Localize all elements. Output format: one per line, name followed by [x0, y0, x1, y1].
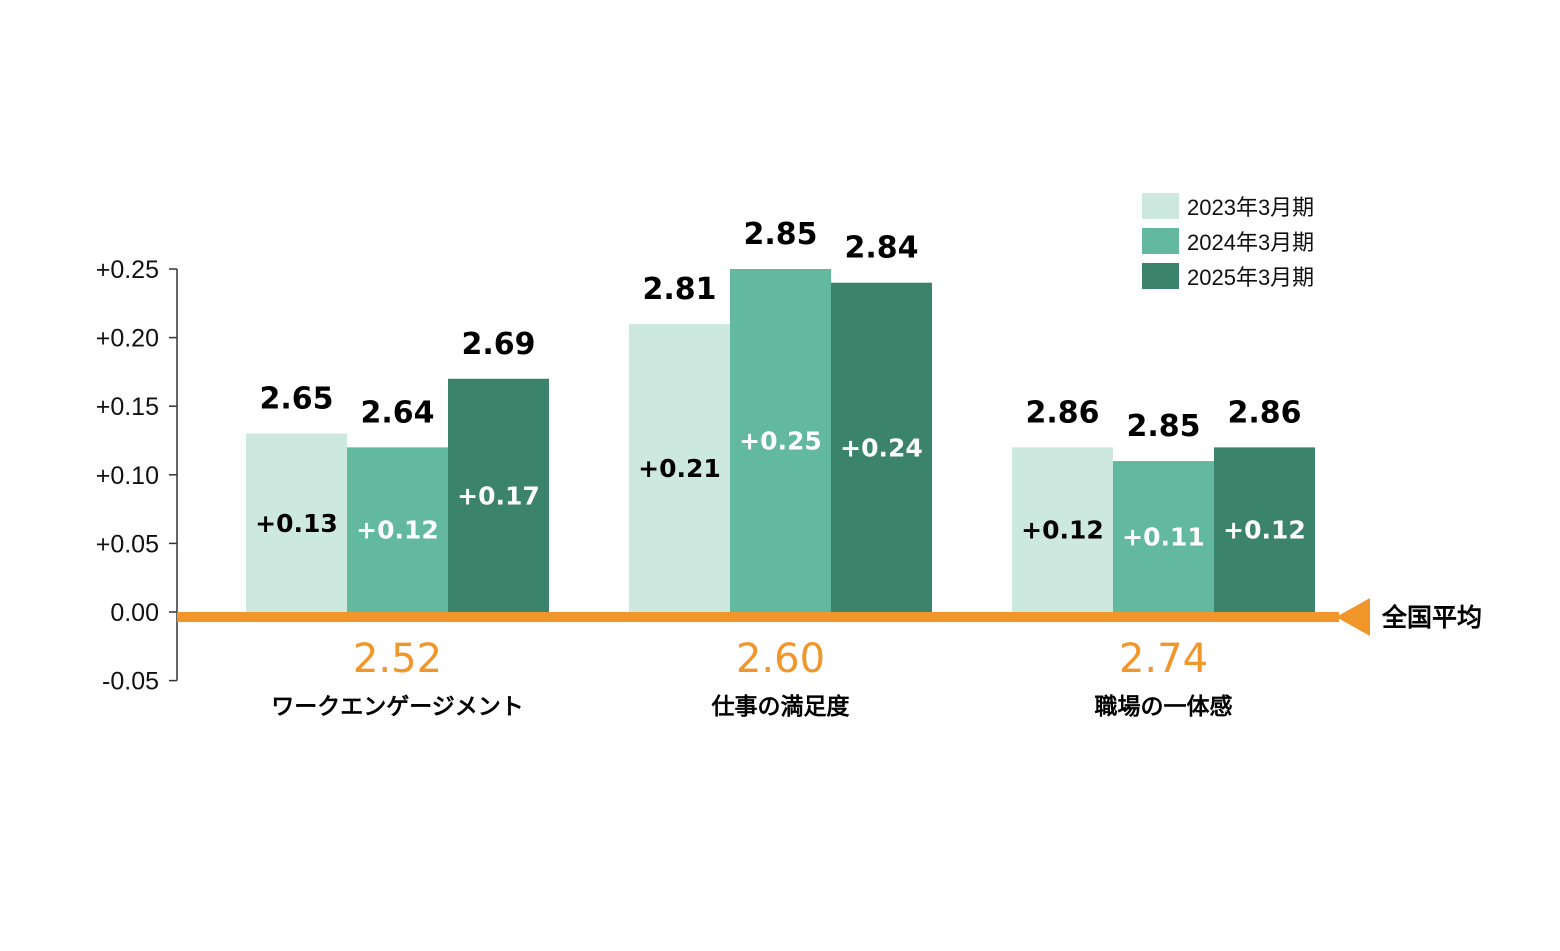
category-label: 職場の一体感 — [1095, 693, 1233, 720]
bar-score-label: 2.64 — [360, 395, 434, 430]
bar — [1113, 461, 1214, 612]
bar — [448, 378, 549, 612]
bar-score-label: 2.85 — [743, 217, 817, 252]
y-tick-label: +0.05 — [96, 530, 159, 558]
bar — [1012, 447, 1113, 612]
bar — [347, 447, 448, 612]
bar-score-label: 2.86 — [1227, 395, 1301, 430]
bar-score-label: 2.81 — [642, 272, 716, 307]
legend-swatch — [1142, 193, 1179, 219]
baseline-label: 全国平均 — [1381, 603, 1482, 632]
bar-score-label: 2.65 — [259, 382, 333, 417]
national-average-value: 2.74 — [1119, 636, 1208, 682]
bar-score-label: 2.84 — [844, 231, 918, 266]
bar-diff-label: +0.13 — [255, 509, 338, 538]
bar-diff-label: +0.24 — [840, 433, 923, 462]
y-tick-label: +0.10 — [96, 462, 159, 490]
bar-diff-label: +0.21 — [638, 454, 721, 483]
y-tick-label: +0.25 — [96, 256, 159, 284]
national-average-value: 2.52 — [353, 636, 442, 682]
bar-diff-label: +0.12 — [1021, 516, 1104, 545]
y-tick-label: +0.20 — [96, 325, 159, 353]
y-tick-label: -0.05 — [102, 668, 159, 696]
bar — [629, 323, 730, 612]
bar — [246, 433, 347, 612]
legend: 2023年3月期 2024年3月期 2025年3月期 — [1142, 193, 1314, 290]
bar — [831, 282, 932, 612]
baseline-bar — [177, 612, 1339, 622]
bar-diff-label: +0.12 — [356, 516, 439, 545]
bar-diff-label: +0.17 — [457, 481, 540, 510]
bar — [730, 269, 831, 612]
bar-score-label: 2.85 — [1126, 409, 1200, 444]
y-tick-label: +0.15 — [96, 393, 159, 421]
bar — [1214, 447, 1315, 612]
bar-diff-label: +0.12 — [1223, 516, 1306, 545]
category-label: 仕事の満足度 — [711, 693, 851, 720]
y-axis: +0.25 +0.20 +0.15 +0.10 +0.05 0.00 -0.05 — [96, 256, 178, 696]
y-tick-label: 0.00 — [110, 599, 159, 627]
data-labels: 2.65 +0.13 2.64 +0.12 2.69 +0.17 2.52 ワークエンゲージメ… — [255, 217, 1306, 720]
bar-score-label: 2.69 — [461, 327, 535, 362]
baseline-arrow-icon — [1336, 598, 1370, 636]
national-average-line: 全国平均 — [177, 598, 1482, 636]
bar-diff-label: +0.11 — [1122, 523, 1205, 552]
national-average-value: 2.60 — [736, 636, 825, 682]
legend-swatch — [1142, 263, 1179, 289]
legend-label: 2025年3月期 — [1187, 265, 1314, 290]
legend-label: 2023年3月期 — [1187, 195, 1314, 220]
bar-score-label: 2.86 — [1025, 395, 1099, 430]
legend-swatch — [1142, 228, 1179, 254]
category-label: ワークエンゲージメント — [271, 694, 524, 720]
legend-label: 2024年3月期 — [1187, 230, 1314, 255]
bars-layer — [246, 269, 1315, 612]
bar-diff-label: +0.25 — [739, 427, 822, 456]
